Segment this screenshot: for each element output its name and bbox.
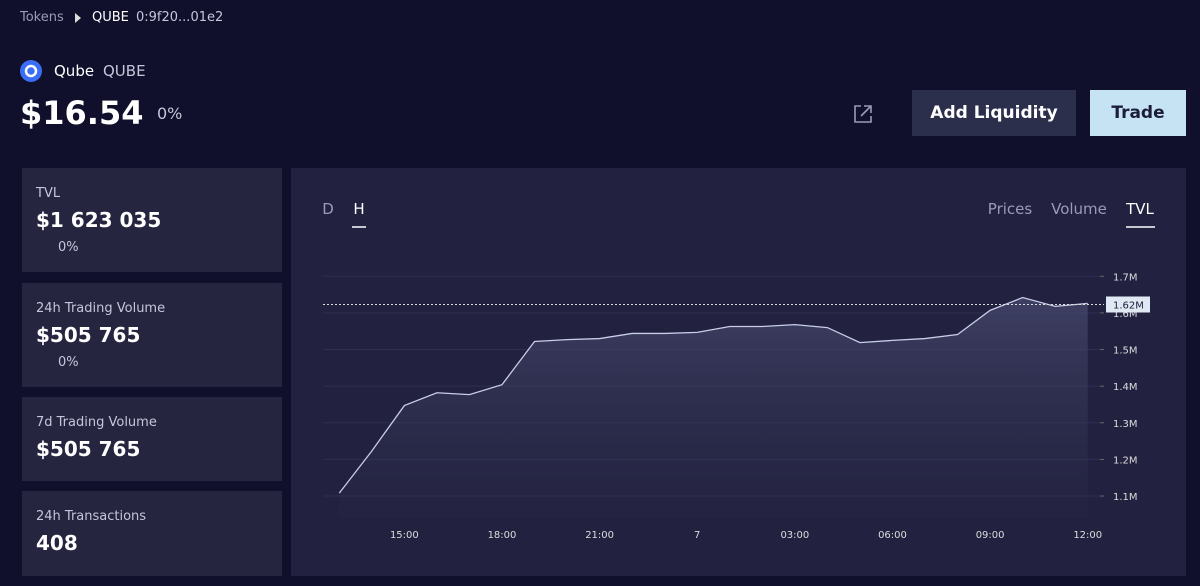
token-change: 0% xyxy=(157,104,183,123)
token-price: $16.54 xyxy=(20,94,144,132)
breadcrumb-symbol: QUBE xyxy=(92,10,129,25)
stat-value: $505 765 xyxy=(36,437,141,461)
breadcrumb-address: 0:9f20...01e2 xyxy=(136,10,224,25)
external-link-icon[interactable] xyxy=(852,103,874,125)
stat-card: TVL $1 623 035 0% xyxy=(22,168,282,272)
stat-label: 7d Trading Volume xyxy=(36,415,157,430)
add-liquidity-button[interactable]: Add Liquidity xyxy=(912,90,1076,136)
trade-button[interactable]: Trade xyxy=(1090,90,1186,136)
x-tick-label: 15:00 xyxy=(390,530,419,541)
stat-label: TVL xyxy=(36,186,61,201)
metric-tab[interactable]: Volume xyxy=(1051,200,1107,218)
y-tick-label: 1.5M xyxy=(1113,346,1138,357)
y-tick-label: 1.2M xyxy=(1113,455,1138,466)
stat-label: 24h Transactions xyxy=(36,509,147,524)
x-tick-label: 09:00 xyxy=(976,530,1005,541)
y-tick-label: 1.1M xyxy=(1113,492,1138,503)
x-tick-label: 21:00 xyxy=(585,530,614,541)
range-tab[interactable]: D xyxy=(322,200,334,218)
metric-tab[interactable]: TVL xyxy=(1125,200,1154,218)
range-tab[interactable]: H xyxy=(353,200,364,218)
stat-card: 7d Trading Volume $505 765 xyxy=(22,397,282,481)
current-value-label: 1.62M xyxy=(1113,300,1144,311)
stat-value: 408 xyxy=(36,531,78,555)
stat-change: 0% xyxy=(58,355,79,370)
x-tick-label: 06:00 xyxy=(878,530,907,541)
x-tick-label: 7 xyxy=(694,530,700,541)
stat-value: $505 765 xyxy=(36,323,141,347)
token-name: Qube xyxy=(54,62,95,80)
stat-label: 24h Trading Volume xyxy=(36,301,166,316)
x-tick-label: 12:00 xyxy=(1073,530,1102,541)
stat-change: 0% xyxy=(58,240,79,255)
line xyxy=(338,296,1088,494)
stat-card: 24h Trading Volume $505 765 0% xyxy=(22,283,282,387)
stat-card: 24h Transactions 408 xyxy=(22,491,282,576)
x-tick-label: 18:00 xyxy=(488,530,517,541)
y-tick-label: 1.3M xyxy=(1113,419,1138,430)
metric-tab[interactable]: Prices xyxy=(988,200,1033,218)
breadcrumb-arrow xyxy=(75,13,81,23)
y-tick-label: 1.4M xyxy=(1113,382,1138,393)
x-tick-label: 03:00 xyxy=(780,530,809,541)
token-icon xyxy=(20,60,42,82)
y-tick-label: 1.6M xyxy=(1113,309,1138,320)
stat-value: $1 623 035 xyxy=(36,208,162,232)
breadcrumb-root[interactable]: Tokens xyxy=(20,10,64,25)
token-symbol: QUBE xyxy=(103,62,146,80)
y-tick-label: 1.7M xyxy=(1113,272,1138,283)
current-value-badge xyxy=(1106,296,1150,313)
